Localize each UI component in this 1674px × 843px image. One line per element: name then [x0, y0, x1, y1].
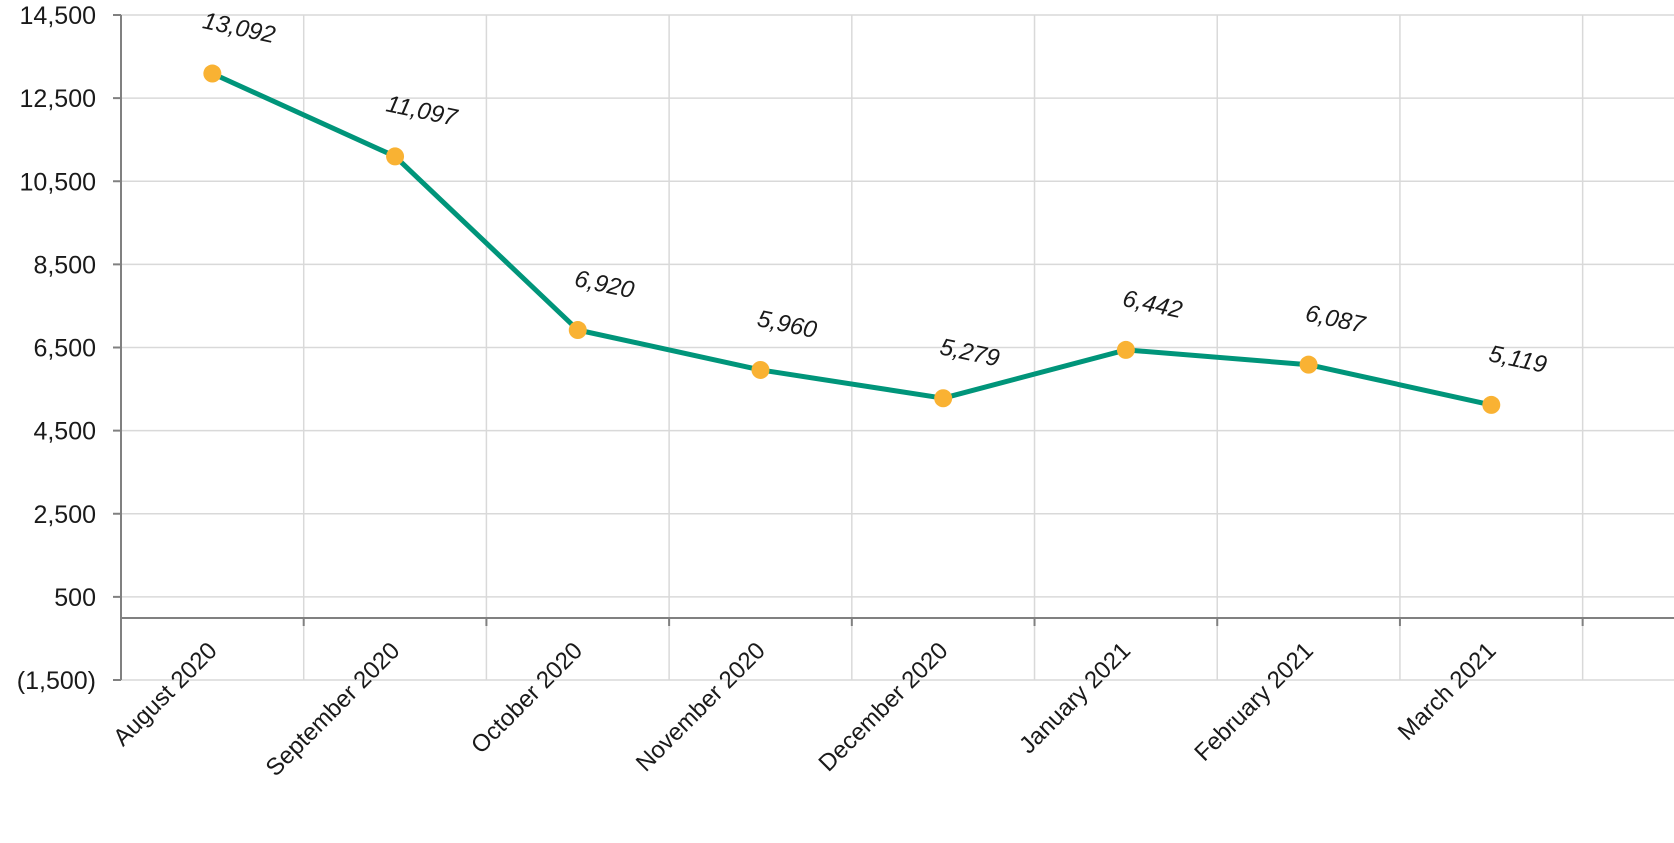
y-tick-label: 8,500 — [33, 251, 96, 279]
data-label: 6,442 — [1120, 285, 1184, 324]
x-tick-label: February 2021 — [1189, 637, 1318, 766]
y-tick-label: 10,500 — [20, 168, 96, 196]
data-label: 5,279 — [938, 333, 1002, 372]
axes — [113, 14, 1674, 681]
data-label: 11,097 — [384, 90, 461, 132]
x-tick-label: January 2021 — [1014, 637, 1136, 759]
data-point — [568, 321, 587, 340]
y-tick-label: (1,500) — [17, 667, 96, 695]
x-tick-label: September 2020 — [261, 637, 406, 782]
data-point — [934, 389, 953, 408]
data-point — [203, 64, 222, 83]
series-line — [211, 71, 1492, 408]
y-tick-label: 500 — [54, 584, 96, 612]
x-tick-label: October 2020 — [466, 637, 588, 759]
y-axis-tick-labels: 14,500 12,500 10,500 8,500 6,500 4,500 2,500 50… — [17, 2, 96, 695]
x-tick-label: March 2021 — [1393, 637, 1502, 746]
data-point — [751, 360, 770, 379]
data-label: 5,960 — [755, 305, 820, 344]
x-axis-tick-labels: August 2020 September 2020 October 2020 Nov… — [108, 637, 1501, 782]
data-point — [1482, 395, 1501, 414]
series-line-group — [211, 71, 1492, 408]
data-markers — [203, 64, 1501, 414]
x-tick-label: December 2020 — [814, 637, 954, 777]
y-tick-label: 14,500 — [20, 2, 96, 30]
y-tick-label: 12,500 — [20, 85, 96, 113]
data-label: 13,092 — [200, 7, 277, 49]
x-tick-label: August 2020 — [108, 637, 222, 751]
y-tick-label: 2,500 — [33, 501, 96, 529]
data-point — [1299, 355, 1318, 374]
x-tick-label: November 2020 — [631, 637, 771, 777]
data-point — [1116, 340, 1135, 359]
data-label: 6,920 — [572, 265, 637, 304]
data-label: 6,087 — [1303, 300, 1369, 339]
data-labels: 13,092 11,097 6,920 5,960 5,279 6,442 6,087 5,1… — [200, 7, 1549, 378]
gridlines — [121, 14, 1674, 681]
y-tick-label: 6,500 — [33, 335, 96, 363]
data-label: 5,119 — [1487, 340, 1550, 379]
data-point — [386, 147, 405, 166]
y-tick-label: 4,500 — [33, 418, 96, 446]
